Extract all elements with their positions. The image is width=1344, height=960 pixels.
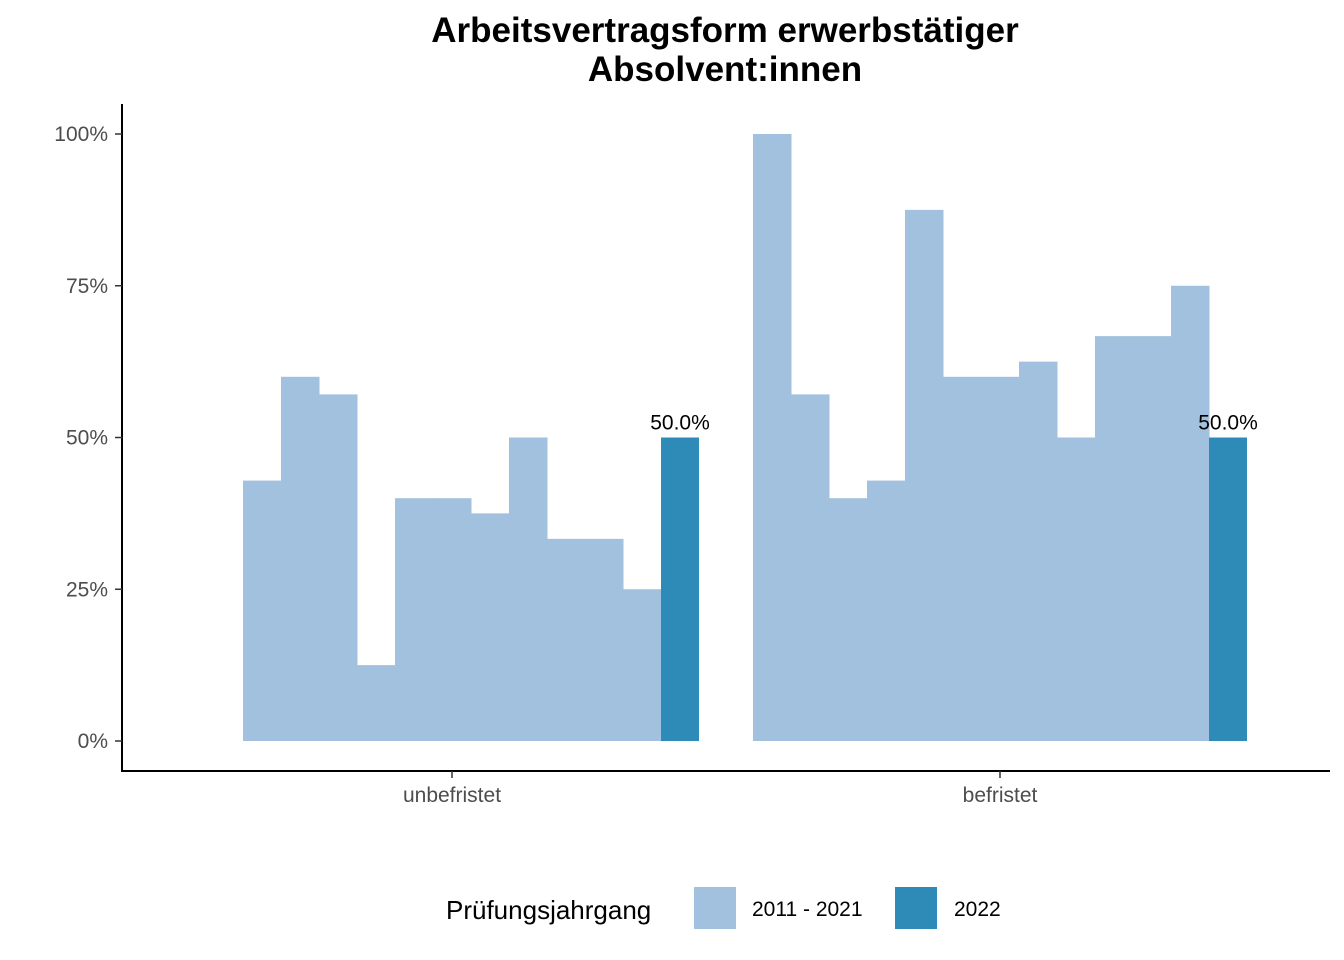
bar-befristet-2011-2021-3 <box>829 498 868 741</box>
legend-swatch-2022 <box>895 887 937 929</box>
y-ticks-layer: 0% 25% 50% 75% 100% <box>54 123 122 753</box>
legend-label-2022: 2022 <box>954 898 1001 921</box>
bar-unbefristet-2011-2021-6 <box>433 498 472 741</box>
bar-befristet-2011-2021-2 <box>791 394 830 741</box>
bar-unbefristet-2011-2021-11 <box>623 589 662 741</box>
data-label-unbefristet-2022: 50.0% <box>650 412 710 435</box>
bar-unbefristet-2011-2021-4 <box>357 665 396 741</box>
bar-unbefristet-2011-2021-3 <box>319 394 358 741</box>
bar-befristet-2011-2021-11 <box>1133 336 1172 741</box>
data-label-befristet-2022: 50.0% <box>1198 412 1258 435</box>
bar-unbefristet-2011-2021-10 <box>585 538 624 741</box>
x-ticks-layer: unbefristet befristet <box>403 771 1038 807</box>
legend: Prüfungsjahrgang 2011 - 2021 2022 <box>446 887 1001 929</box>
data-labels-layer: 50.0% 50.0% <box>650 412 1258 435</box>
bars-layer <box>243 134 1247 741</box>
bar-befristet-2011-2021-5 <box>905 209 944 741</box>
bar-unbefristet-2011-2021-5 <box>395 498 434 741</box>
bar-befristet-2011-2021-1 <box>753 134 792 741</box>
bar-unbefristet-2011-2021-8 <box>509 437 548 741</box>
x-tick-label-unbefristet: unbefristet <box>403 784 501 807</box>
chart-title-line-1: Arbeitsvertragsform erwerbstätiger <box>431 11 1019 50</box>
bar-unbefristet-2011-2021-2 <box>281 376 320 741</box>
y-tick-label: 25% <box>66 578 108 601</box>
bar-befristet-2011-2021-12 <box>1171 285 1210 741</box>
bar-befristet-2011-2021-6 <box>943 376 982 741</box>
chart-title-line-2: Absolvent:innen <box>588 50 862 89</box>
bar-befristet-2022 <box>1209 437 1247 741</box>
bar-befristet-2011-2021-9 <box>1057 437 1096 741</box>
x-tick-label-befristet: befristet <box>963 784 1038 807</box>
bar-befristet-2011-2021-8 <box>1019 361 1058 741</box>
y-tick-label: 50% <box>66 427 108 450</box>
bar-unbefristet-2011-2021-9 <box>547 538 586 741</box>
bar-befristet-2011-2021-10 <box>1095 336 1134 741</box>
bar-unbefristet-2011-2021-1 <box>243 480 282 741</box>
bar-unbefristet-2011-2021-7 <box>471 513 510 741</box>
bar-unbefristet-2022 <box>661 437 699 741</box>
legend-title: Prüfungsjahrgang <box>446 895 651 925</box>
y-tick-label: 100% <box>54 123 108 146</box>
y-tick-label: 0% <box>78 730 108 753</box>
bar-befristet-2011-2021-7 <box>981 376 1020 741</box>
y-tick-label: 75% <box>66 275 108 298</box>
legend-label-2011-2021: 2011 - 2021 <box>752 898 863 921</box>
legend-swatch-2011-2021 <box>694 887 736 929</box>
bar-befristet-2011-2021-4 <box>867 480 906 741</box>
